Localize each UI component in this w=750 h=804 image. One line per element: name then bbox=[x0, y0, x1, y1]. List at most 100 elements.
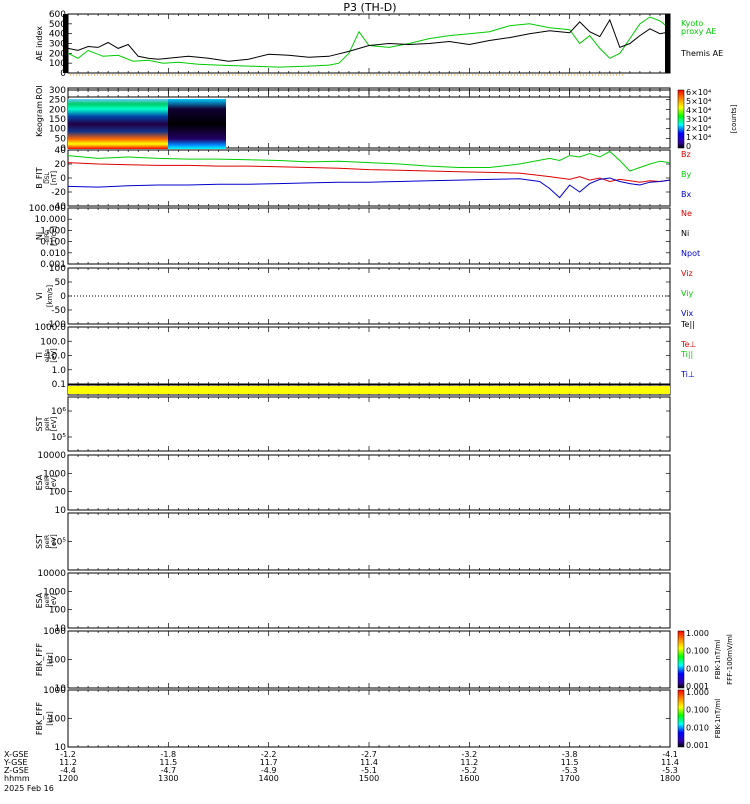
y-tick-label: -100 bbox=[46, 320, 67, 330]
xaxis-value: -4.4 bbox=[60, 766, 76, 775]
decorations bbox=[63, 14, 685, 748]
y-tick-label: 10.000 bbox=[35, 215, 67, 225]
keogram-colorbar bbox=[677, 89, 685, 149]
xaxis-value: -2.7 bbox=[361, 750, 377, 759]
y-tick-label: 500 bbox=[49, 20, 66, 30]
y-tick-label: 100 bbox=[49, 125, 66, 135]
legend-entry: proxy AE bbox=[681, 27, 716, 36]
xaxis-value: -5.2 bbox=[462, 766, 478, 775]
colorbar-tick-label: 0.010 bbox=[686, 723, 709, 732]
panel-frame bbox=[67, 454, 671, 511]
xaxis-date: 2025 Feb 16 bbox=[4, 784, 54, 793]
y-tick-label: 10 bbox=[55, 743, 67, 753]
colorbar-tick-label: 2×10⁴ bbox=[686, 124, 711, 133]
y-tick-label: 200 bbox=[49, 49, 66, 59]
y-tick-label: 10⁶ bbox=[51, 407, 66, 417]
xaxis-value: 1800 bbox=[660, 774, 680, 783]
y-axis-sublabel: peIR bbox=[44, 535, 51, 548]
y-axis-unit: [eV] bbox=[50, 534, 58, 549]
xaxis-row-label: X-GSE bbox=[4, 750, 29, 759]
colorbar-tick-label: 1.000 bbox=[686, 629, 709, 638]
y-axis-unit: [eV] bbox=[50, 348, 58, 363]
y-tick-label: 100 bbox=[49, 656, 66, 666]
y-tick-label: 10.0 bbox=[46, 352, 66, 362]
y-axis-sublabel: peIR bbox=[44, 417, 51, 430]
y-axis-label: Ti bbox=[35, 352, 44, 360]
y-axis-sublabel: eIRa bbox=[44, 229, 51, 242]
xaxis-row-label: Y-GSE bbox=[3, 758, 27, 767]
y-tick-label: 10 bbox=[55, 624, 67, 634]
xaxis-value: 11.4 bbox=[661, 758, 679, 767]
panel-frame bbox=[67, 512, 671, 571]
y-tick-label: 10 bbox=[55, 506, 67, 516]
xaxis-value: -4.1 bbox=[662, 750, 678, 759]
y-tick-label: 10000 bbox=[37, 569, 66, 579]
y-axis-label: ROI bbox=[35, 85, 44, 99]
y-tick-label: 50 bbox=[55, 134, 67, 144]
legend-entry: Bx bbox=[681, 190, 691, 199]
legend-entry: Te⊥ bbox=[680, 340, 696, 349]
panel-5: Vi [km/s] -100 -50 0 50 100 Viz Viy Vix bbox=[35, 264, 694, 330]
y-tick-label: 600 bbox=[49, 10, 66, 20]
y-tick-label: 100.0 bbox=[40, 337, 66, 347]
y-tick-label: 0.100 bbox=[40, 238, 66, 248]
y-axis-label: Vi bbox=[35, 292, 44, 300]
y-tick-label: 0.010 bbox=[40, 249, 66, 259]
y-axis-label: B_FIT bbox=[35, 167, 44, 188]
y-tick-label: 300 bbox=[49, 40, 66, 50]
series-line-by bbox=[67, 150, 671, 172]
y-tick-label: 100 bbox=[49, 715, 66, 725]
y-tick-label: 1.0 bbox=[52, 366, 67, 376]
y-tick-label: -40 bbox=[51, 202, 66, 212]
xaxis-value: -1.2 bbox=[60, 750, 76, 759]
panel-9: ESA [eV]peIR 10 100 1000 10000 bbox=[35, 451, 671, 516]
y-axis-unit: [km/s] bbox=[46, 285, 54, 308]
colorbar-tick-label: 4×10⁴ bbox=[686, 106, 711, 115]
panel-11: ESA [eV]peIR 10 100 1000 10000 bbox=[35, 569, 671, 634]
xaxis-row-label: hhmm bbox=[4, 774, 30, 783]
colorbar-label: FBK-1nT/ml bbox=[714, 640, 722, 680]
y-tick-label: 100 bbox=[49, 264, 66, 274]
series-line-bz bbox=[67, 162, 671, 183]
xaxis-row-label: Z-GSE bbox=[4, 766, 29, 775]
panel-frame bbox=[67, 572, 671, 629]
legend-entry: Npot bbox=[681, 249, 700, 258]
y-axis-sublabel: peIR bbox=[44, 594, 51, 607]
colorbar-tick-label: 5×10⁴ bbox=[686, 97, 711, 106]
xaxis-value: -1.8 bbox=[161, 750, 177, 759]
xaxis-value: 1500 bbox=[359, 774, 379, 783]
colorbar-tick-label: 1.000 bbox=[686, 688, 709, 697]
y-axis-label: SST bbox=[35, 534, 44, 549]
panel-frame bbox=[67, 689, 671, 748]
colorbar-tick-label: 0 bbox=[686, 142, 691, 151]
y-axis-label: AE index bbox=[35, 26, 44, 61]
y-tick-label: 0.001 bbox=[40, 260, 66, 270]
legend-entry: Ne bbox=[681, 209, 692, 218]
y-axis-sublabel: DSL bbox=[44, 171, 51, 183]
legend-entry: Vix bbox=[681, 309, 694, 318]
y-axis-label: Ni bbox=[35, 232, 44, 240]
y-tick-label: 250 bbox=[49, 96, 66, 106]
y-tick-label: 0 bbox=[60, 174, 66, 184]
legend-entry: Viy bbox=[681, 289, 694, 298]
legend-entry: Bz bbox=[681, 150, 691, 159]
legend-entry: Ti⊥ bbox=[680, 370, 695, 379]
y-tick-label: 200 bbox=[49, 105, 66, 115]
panel-frame bbox=[67, 630, 671, 689]
series-line-bx bbox=[67, 177, 671, 199]
xaxis-value: -5.3 bbox=[562, 766, 578, 775]
y-axis-sublabel: peIR bbox=[44, 476, 51, 489]
colorbar-label: [counts] bbox=[730, 104, 738, 133]
fbk-colorbar-2 bbox=[677, 689, 685, 748]
y-axis-label: FBK_FFF bbox=[35, 643, 44, 677]
legend-entry: Kyoto bbox=[681, 19, 703, 28]
xaxis-value: -2.2 bbox=[261, 750, 277, 759]
colorbar-tick-label: 0.100 bbox=[686, 706, 709, 715]
y-tick-label: 20 bbox=[55, 160, 67, 170]
